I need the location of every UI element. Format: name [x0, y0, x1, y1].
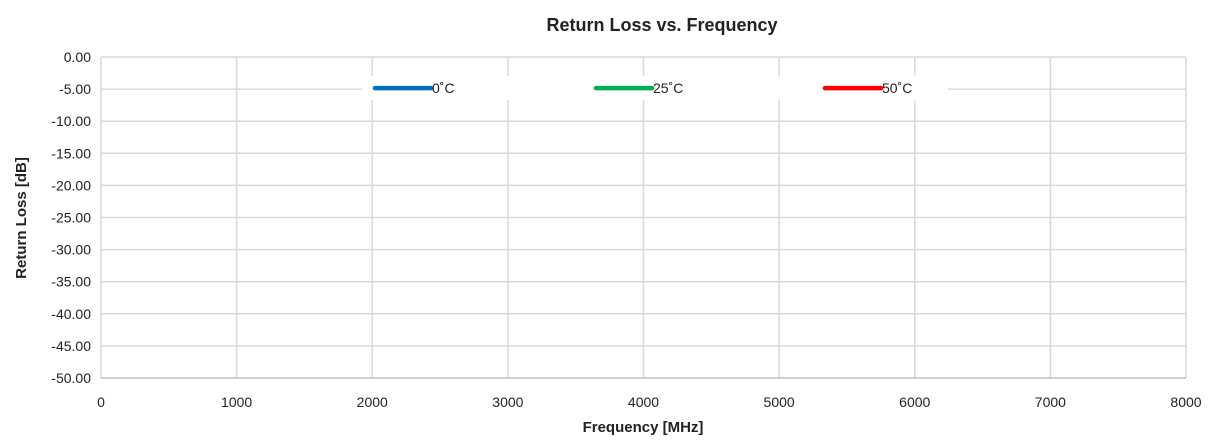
horizontal-gridlines [101, 56, 1186, 379]
x-tick-label: 7000 [1035, 394, 1066, 410]
y-axis-title: Return Loss [dB] [13, 157, 30, 279]
legend-label: 0˚C [432, 80, 455, 96]
y-tick-label: -35.00 [51, 274, 91, 290]
y-tick-label: 0.00 [64, 49, 91, 65]
x-axis-tick-labels: 0 1000 2000 3000 4000 5000 6000 7000 8000 [97, 394, 1202, 410]
y-tick-label: -25.00 [51, 210, 91, 226]
y-tick-label: -5.00 [59, 81, 91, 97]
x-tick-label: 5000 [764, 394, 795, 410]
x-tick-label: 1000 [221, 394, 252, 410]
legend-label: 50˚C [882, 80, 912, 96]
y-axis-tick-labels: 0.00 -5.00 -10.00 -15.00 -20.00 -25.00 -30.00 -… [51, 49, 91, 386]
x-tick-label: 4000 [628, 394, 659, 410]
legend-label: 25˚C [653, 80, 683, 96]
y-tick-label: -20.00 [51, 177, 91, 193]
y-tick-label: -50.00 [51, 370, 91, 386]
y-tick-label: -15.00 [51, 145, 91, 161]
y-tick-label: -10.00 [51, 113, 91, 129]
y-tick-label: -40.00 [51, 306, 91, 322]
x-tick-label: 6000 [899, 394, 930, 410]
y-tick-label: -30.00 [51, 242, 91, 258]
y-tick-label: -45.00 [51, 338, 91, 354]
x-tick-label: 3000 [492, 394, 523, 410]
x-axis-title: Frequency [MHz] [583, 419, 704, 436]
x-tick-label: 0 [97, 394, 105, 410]
x-tick-label: 8000 [1170, 394, 1201, 410]
chart-title: Return Loss vs. Frequency [546, 15, 777, 35]
x-tick-label: 2000 [357, 394, 388, 410]
legend: 0˚C 25˚C 50˚C [362, 76, 948, 101]
